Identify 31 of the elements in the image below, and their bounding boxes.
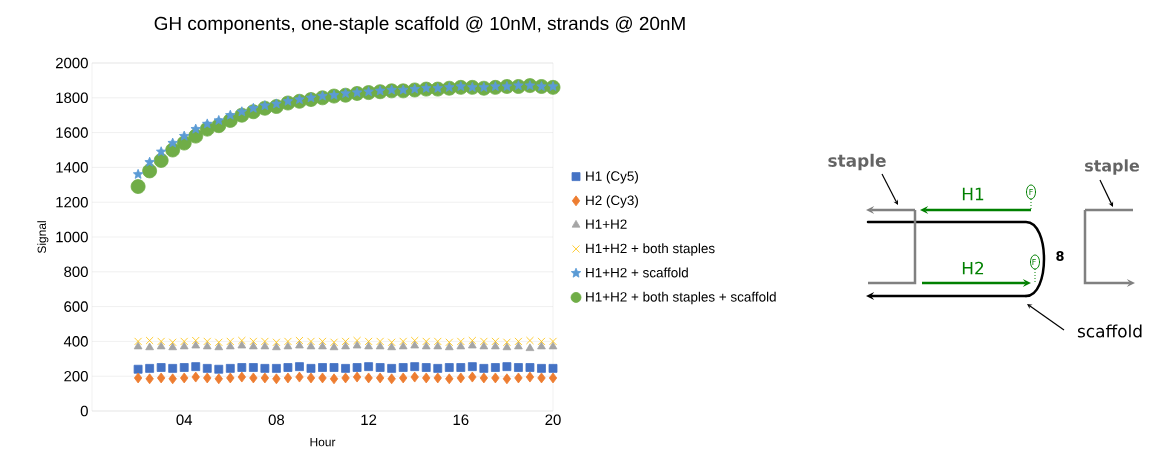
y-tick-label: 800 (64, 266, 88, 278)
x-axis-title: Hour (310, 437, 336, 447)
y-tick-label: 1400 (56, 162, 88, 173)
y-tick-label: 600 (64, 301, 88, 312)
y-tick-label: 1600 (56, 127, 88, 138)
x-tick-label: 16 (453, 414, 469, 426)
y-axis-title: Signal (37, 221, 49, 254)
legend-label: H2 (Cy3) (586, 195, 638, 208)
legend-label: H1+H2 + both staples (586, 243, 715, 256)
text: 8 (1056, 251, 1064, 261)
y-tick-label: 1800 (56, 92, 88, 104)
y-tick-label: 0 (80, 405, 88, 417)
x-tick-label: 04 (176, 414, 193, 426)
legend-label: H1+H2 (586, 219, 627, 229)
y-tick-label: 2000 (55, 57, 88, 69)
y-tick-label: 400 (63, 336, 88, 347)
y-tick-label: 1200 (56, 196, 88, 208)
legend-label: H1 (Cy5) (586, 171, 638, 184)
text: staple (828, 153, 886, 171)
legend-label: H1+H2 + scaffold (586, 267, 688, 278)
text: H1 (962, 187, 984, 201)
text: staple (1085, 159, 1139, 175)
x-tick-label: 20 (545, 414, 561, 426)
chart-title: GH components, one-staple scaffold @ 10nM, strands @ 20nM (154, 16, 685, 34)
y-tick-label: 200 (64, 370, 88, 382)
text: H2 (962, 261, 984, 275)
x-tick-label: 08 (268, 414, 285, 426)
y-tick-label: 1000 (56, 231, 88, 243)
text: scaffold (1077, 324, 1142, 338)
x-tick-label: 12 (361, 414, 377, 425)
legend-label: H1+H2 + both staples + scaffold (586, 291, 776, 305)
